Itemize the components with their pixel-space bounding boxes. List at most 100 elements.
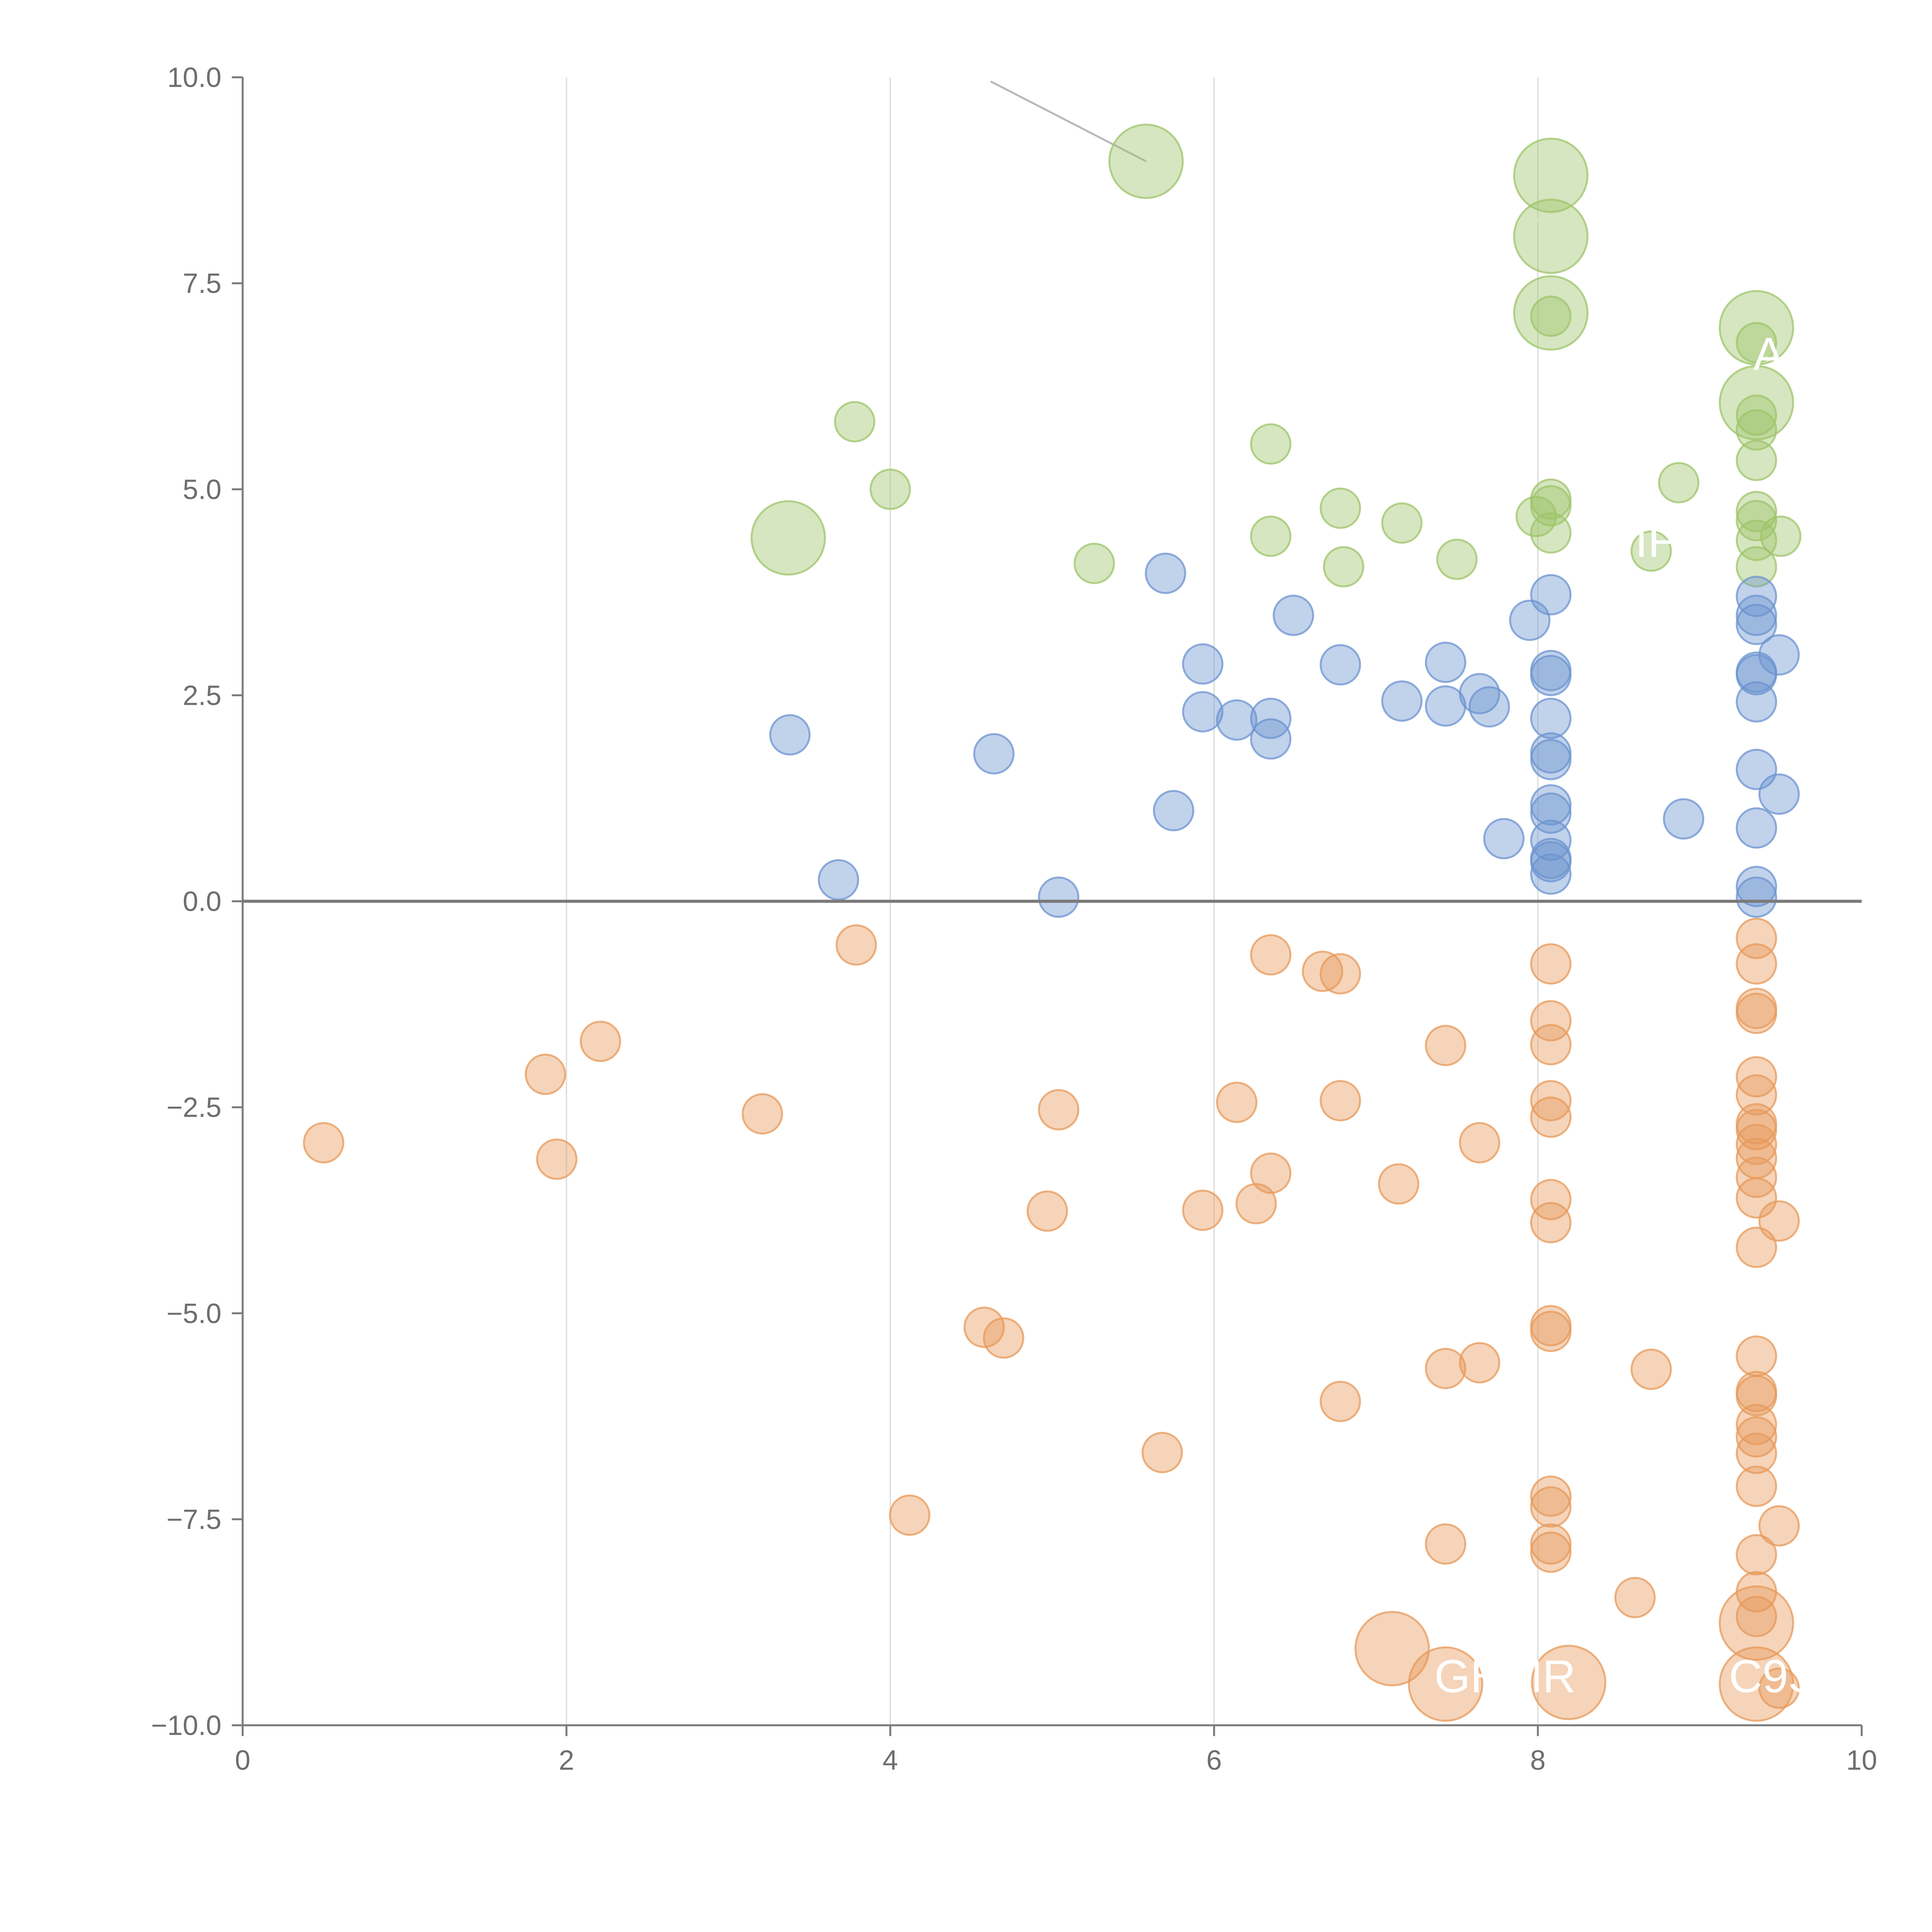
data-point xyxy=(818,859,859,901)
y-tick-label: 0.0 xyxy=(183,886,221,917)
data-points xyxy=(303,124,1801,1722)
data-point xyxy=(1425,1523,1466,1565)
point-annotation: IF xyxy=(1635,515,1676,567)
data-point xyxy=(1038,1089,1080,1131)
x-tick-label: 6 xyxy=(1206,1745,1222,1776)
data-point xyxy=(1530,697,1572,739)
data-point xyxy=(1235,1183,1277,1225)
data-point xyxy=(525,1053,566,1095)
annotations: GHMR C9S A IF xyxy=(1434,328,1819,1702)
data-point xyxy=(983,1317,1024,1359)
data-point xyxy=(1216,699,1258,741)
data-point xyxy=(1658,462,1700,503)
data-point xyxy=(1614,1577,1656,1618)
data-point xyxy=(1530,841,1572,883)
data-point xyxy=(1408,1646,1483,1722)
data-point xyxy=(1354,1611,1430,1687)
data-point xyxy=(303,1122,344,1163)
data-point xyxy=(1719,1585,1794,1661)
data-point xyxy=(1736,1404,1777,1446)
data-point xyxy=(1736,876,1777,918)
data-point xyxy=(1736,1375,1777,1417)
data-point xyxy=(742,1093,783,1135)
y-tick-label: −7.5 xyxy=(167,1504,221,1535)
leader-line xyxy=(990,80,1147,162)
data-point xyxy=(1530,739,1572,781)
data-point xyxy=(1272,595,1314,636)
data-point xyxy=(1323,546,1364,588)
data-point xyxy=(1378,1163,1420,1205)
data-point xyxy=(1381,502,1423,544)
data-point xyxy=(1250,1152,1292,1194)
leader-line xyxy=(1534,213,1547,237)
data-point xyxy=(1216,1082,1258,1123)
data-point xyxy=(1182,1189,1224,1231)
data-point xyxy=(1038,876,1080,918)
y-tick-label: 7.5 xyxy=(183,268,221,299)
data-point xyxy=(1483,818,1525,859)
leader-line xyxy=(1679,480,1692,494)
y-tick-label: −2.5 xyxy=(167,1092,221,1123)
leader-line xyxy=(1578,1679,1627,1685)
data-point xyxy=(1425,1025,1466,1066)
data-point xyxy=(1468,686,1510,728)
data-point xyxy=(1153,790,1194,832)
data-point xyxy=(1530,853,1572,895)
data-point xyxy=(1531,1645,1607,1720)
data-point xyxy=(1736,993,1777,1034)
data-point xyxy=(1530,820,1572,861)
data-point xyxy=(1530,574,1572,616)
data-point xyxy=(1530,1311,1572,1352)
data-point xyxy=(1530,1475,1572,1517)
data-point xyxy=(1515,496,1557,537)
data-point xyxy=(1663,798,1704,840)
data-point xyxy=(1459,1122,1500,1163)
data-point xyxy=(1320,644,1361,685)
point-annotation: A xyxy=(1753,328,1784,380)
data-point xyxy=(536,1138,578,1180)
data-point xyxy=(1530,1024,1572,1066)
data-point xyxy=(1026,1190,1068,1232)
leader-lines xyxy=(801,80,1774,1685)
data-point xyxy=(1530,512,1572,554)
data-point xyxy=(1736,1335,1777,1377)
data-point xyxy=(1530,655,1572,696)
data-point xyxy=(834,401,876,442)
data-point xyxy=(1736,394,1777,436)
data-point xyxy=(1736,1074,1777,1116)
data-point xyxy=(1513,199,1589,274)
data-point xyxy=(1250,934,1292,976)
data-point xyxy=(1736,807,1777,849)
data-point xyxy=(1736,1177,1777,1219)
data-point xyxy=(1530,295,1572,337)
data-point xyxy=(769,714,811,756)
y-tick-label: −5.0 xyxy=(167,1298,221,1329)
leader-line xyxy=(1760,332,1774,346)
data-point xyxy=(1736,1596,1777,1638)
data-point xyxy=(1736,440,1777,481)
data-point xyxy=(1736,409,1777,451)
data-point xyxy=(1736,1109,1777,1150)
x-tick-label: 4 xyxy=(883,1745,898,1776)
data-point xyxy=(835,924,877,966)
data-point xyxy=(1073,543,1115,584)
data-point xyxy=(1250,515,1292,557)
data-point xyxy=(1630,530,1672,572)
data-point xyxy=(1425,641,1466,683)
point-annotation: GHMR xyxy=(1434,1651,1576,1702)
data-point xyxy=(973,733,1015,775)
data-point xyxy=(1736,943,1777,985)
data-point xyxy=(1436,539,1478,580)
data-point xyxy=(1530,1202,1572,1243)
data-point xyxy=(1513,275,1589,351)
data-point xyxy=(1182,691,1224,733)
data-point xyxy=(1736,1466,1777,1507)
data-point xyxy=(1141,1432,1183,1473)
y-tick-label: 5.0 xyxy=(183,474,221,505)
data-point xyxy=(750,500,826,576)
data-point xyxy=(1736,1124,1777,1165)
data-point xyxy=(1459,1342,1500,1384)
y-tick-label: −10.0 xyxy=(151,1710,221,1741)
data-point xyxy=(1530,1179,1572,1220)
data-point xyxy=(1758,1505,1800,1547)
